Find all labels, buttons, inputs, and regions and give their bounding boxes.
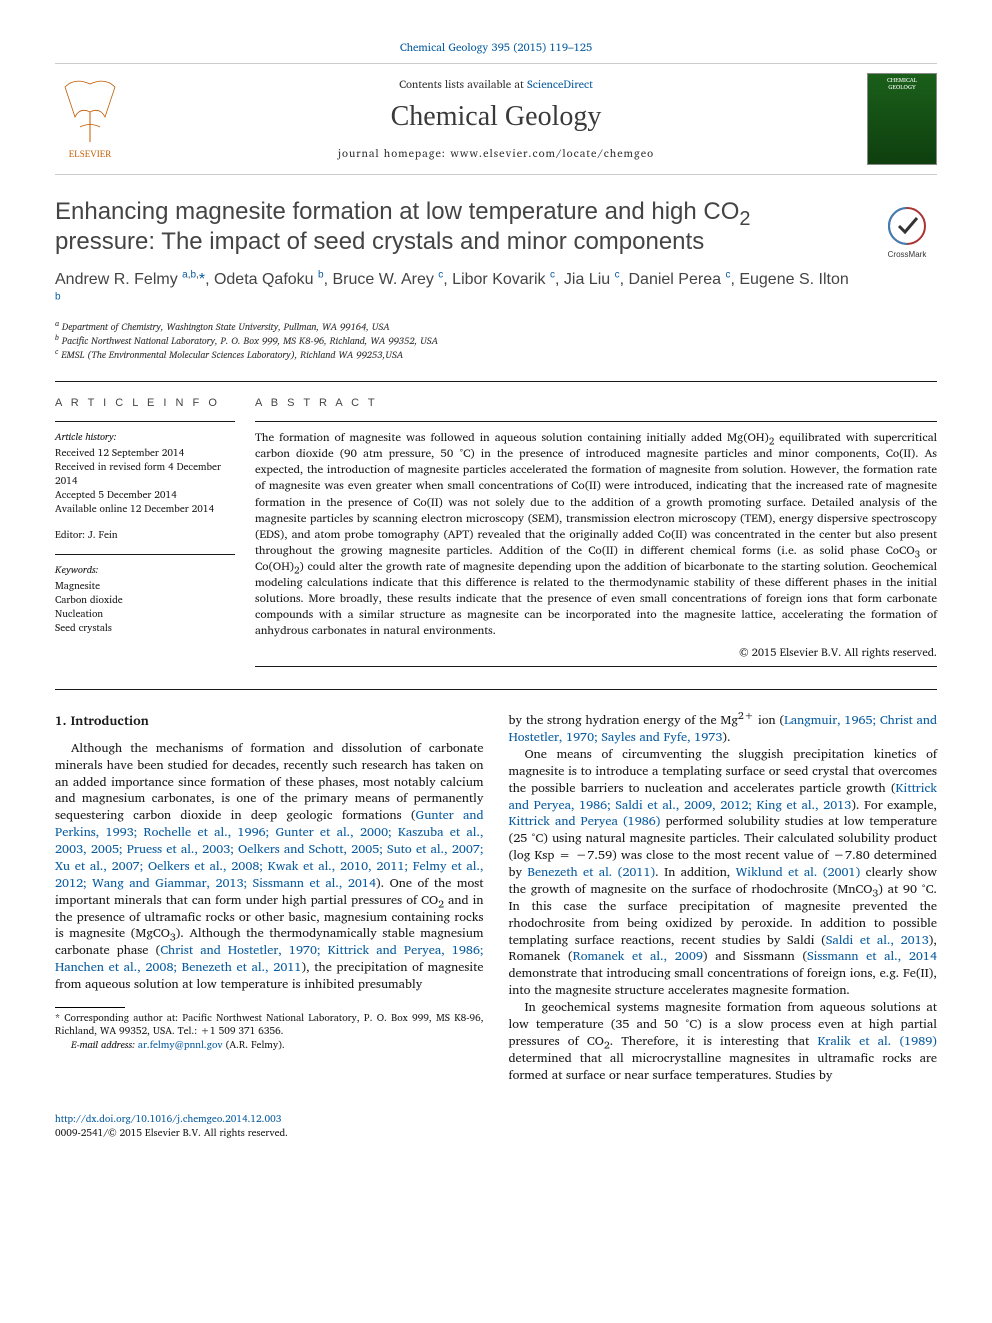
keyword: Seed crystals — [55, 621, 235, 635]
page-footer: http://dx.doi.org/10.1016/j.chemgeo.2014… — [55, 1113, 937, 1140]
body-paragraph: Although the mechanisms of formation and… — [55, 740, 484, 993]
corresponding-footnote: * Corresponding author at: Pacific North… — [55, 1012, 484, 1039]
body-paragraph: In geochemical systems magnesite formati… — [509, 999, 938, 1083]
body-paragraph: One means of circumventing the sluggish … — [509, 746, 938, 999]
journal-banner: ELSEVIER Contents lists available at Sci… — [55, 63, 937, 176]
lists-line: Contents lists available at ScienceDirec… — [140, 77, 852, 92]
article-info: A R T I C L E I N F O Article history: R… — [55, 396, 255, 667]
keyword: Nucleation — [55, 607, 235, 621]
body-paragraph: by the strong hydration energy of the Mg… — [509, 712, 938, 746]
history-label: Article history: — [55, 430, 235, 444]
email-link[interactable]: ar.felmy@pnnl.gov — [138, 1037, 223, 1053]
email-footnote: E-mail address: ar.felmy@pnnl.gov (A.R. … — [55, 1039, 484, 1053]
keywords-label: Keywords: — [55, 563, 235, 577]
author-list: Andrew R. Felmy a,b,*, Odeta Qafoku b, B… — [55, 269, 857, 312]
abstract: A B S T R A C T The formation of magnesi… — [255, 396, 937, 667]
journal-cover-thumb: CHEMICAL GEOLOGY — [867, 73, 937, 165]
editor-label: Editor: — [55, 527, 88, 543]
svg-text:ELSEVIER: ELSEVIER — [69, 149, 112, 159]
keyword: Carbon dioxide — [55, 593, 235, 607]
history-item: Received in revised form 4 December 2014 — [55, 460, 235, 488]
abstract-text: The formation of magnesite was followed … — [255, 430, 937, 639]
citation-link[interactable]: Chemical Geology 395 (2015) 119–125 — [400, 38, 592, 56]
journal-name: Chemical Geology — [140, 98, 852, 136]
section-heading: 1. Introduction — [55, 712, 484, 730]
editor-name: J. Fein — [88, 527, 118, 543]
issn-line: 0009-2541/© 2015 Elsevier B.V. All right… — [55, 1127, 937, 1141]
affiliation: c EMSL (The Environmental Molecular Scie… — [55, 349, 857, 363]
crossmark-badge[interactable]: CrossMark — [877, 202, 937, 267]
citation-line: Chemical Geology 395 (2015) 119–125 — [55, 40, 937, 55]
history-item: Available online 12 December 2014 — [55, 502, 235, 516]
affiliation: a Department of Chemistry, Washington St… — [55, 321, 857, 335]
body-text: 1. Introduction Although the mechanisms … — [55, 712, 937, 1083]
info-heading: A R T I C L E I N F O — [55, 396, 235, 411]
rule — [55, 381, 937, 382]
footnote-rule — [55, 1007, 125, 1008]
affiliations: a Department of Chemistry, Washington St… — [55, 321, 857, 364]
sciencedirect-link[interactable]: ScienceDirect — [527, 75, 593, 93]
affiliation: b Pacific Northwest National Laboratory,… — [55, 335, 857, 349]
journal-homepage: journal homepage: www.elsevier.com/locat… — [140, 146, 852, 161]
history-item: Received 12 September 2014 — [55, 446, 235, 460]
history-item: Accepted 5 December 2014 — [55, 488, 235, 502]
elsevier-logo: ELSEVIER — [55, 72, 125, 167]
article-title: Enhancing magnesite formation at low tem… — [55, 197, 857, 257]
abstract-copyright: © 2015 Elsevier B.V. All rights reserved… — [255, 645, 937, 660]
abstract-heading: A B S T R A C T — [255, 396, 937, 411]
keyword: Magnesite — [55, 579, 235, 593]
svg-text:CrossMark: CrossMark — [888, 250, 928, 259]
